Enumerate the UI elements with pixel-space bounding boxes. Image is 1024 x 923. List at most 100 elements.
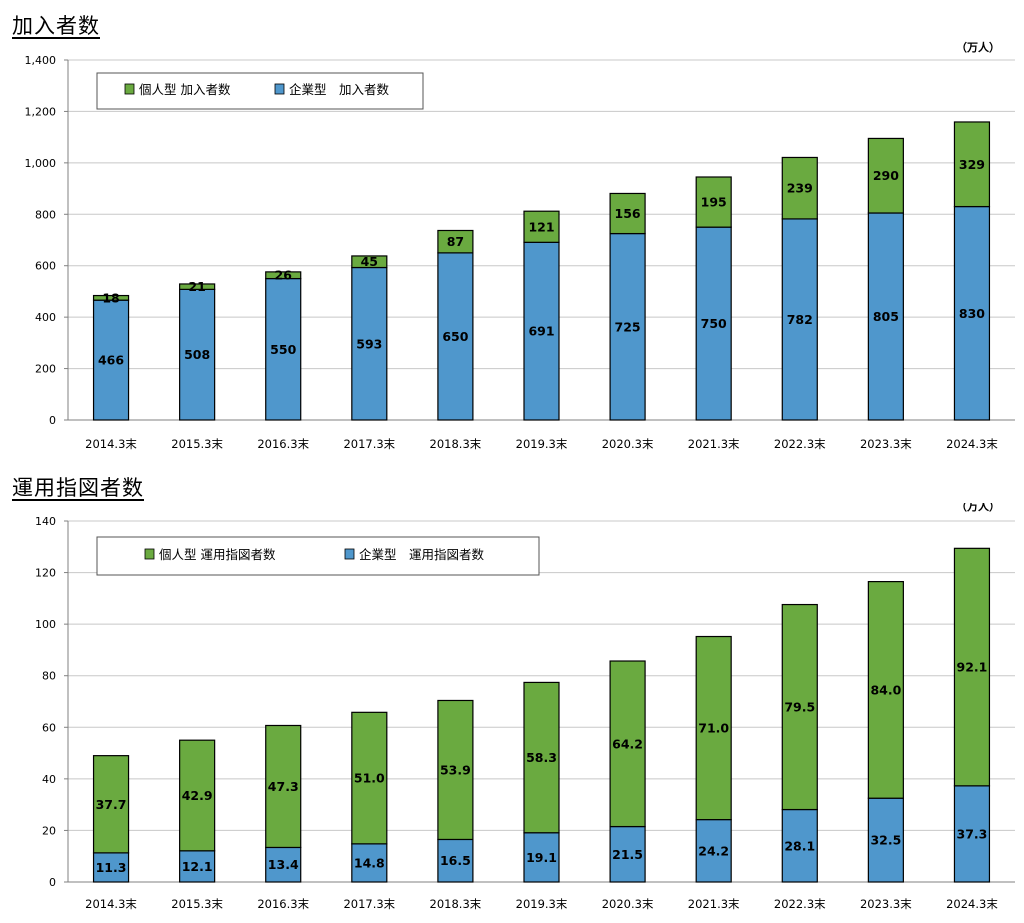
legend-label-corporate: 企業型 運用指図者数 [359,547,485,562]
bar-corporate [609,232,646,421]
unit-label: （万人） [956,503,1000,513]
data-label-corporate: 24.2 [698,843,729,858]
bar-individual [351,255,388,269]
y-tick-label: 100 [35,618,56,631]
data-label-corporate: 650 [442,329,468,344]
legend-swatch-corporate [344,548,355,560]
bar-corporate [179,850,216,883]
instructors-stacked-bar-chart: 0 20 40 60 80 100 120 140 （万人） 11.3 37.7 2014.3末 12.… [35,503,1015,911]
x-tick-label: 2023.3末 [860,437,912,451]
data-label-individual: 239 [787,181,813,196]
bar-corporate [351,843,388,883]
bar-corporate [867,797,904,883]
data-label-individual: 58.3 [526,750,557,765]
data-label-corporate: 37.3 [957,826,988,841]
legend-box [96,72,424,110]
y-tick-label: 60 [42,721,56,734]
x-tick-label: 2024.3末 [946,437,998,451]
bar-individual [953,121,991,208]
data-label-individual: 329 [959,157,985,172]
x-tick-label: 2023.3末 [860,897,912,911]
y-tick-label: 120 [35,567,56,580]
data-label-individual: 64.2 [612,736,643,751]
y-tick-label: 200 [35,363,56,376]
data-label-corporate: 28.1 [784,838,815,853]
data-label-corporate: 16.5 [440,853,471,868]
x-tick-label: 2021.3末 [688,437,740,451]
data-label-corporate: 593 [356,336,382,351]
bar-corporate [92,852,130,883]
x-tick-label: 2022.3末 [774,437,826,451]
x-tick-label: 2018.3末 [430,897,482,911]
x-tick-label: 2017.3末 [343,897,395,911]
legend-box [96,536,540,576]
unit-label: （万人） [956,40,1000,54]
data-label-individual: 84.0 [870,682,901,697]
data-label-individual: 92.1 [957,660,988,675]
data-label-individual: 87 [447,234,464,249]
data-label-individual: 290 [873,168,899,183]
x-tick-label: 2016.3末 [257,437,309,451]
bar-individual [265,271,302,280]
data-label-individual: 37.7 [96,797,127,812]
bar-corporate [265,846,302,883]
x-tick-label: 2019.3末 [516,897,568,911]
data-label-corporate: 13.4 [268,857,299,872]
x-tick-label: 2015.3末 [171,437,223,451]
data-label-individual: 79.5 [784,700,815,715]
data-label-individual: 53.9 [440,762,471,777]
bar-corporate [437,838,474,883]
data-label-corporate: 750 [701,316,727,331]
data-label-corporate: 11.3 [96,860,127,875]
data-label-corporate: 14.8 [354,855,385,870]
x-tick-label: 2015.3末 [171,897,223,911]
data-label-individual: 45 [361,254,378,269]
y-tick-label: 1,000 [25,157,57,170]
bar-individual [437,699,474,841]
bar-individual [695,176,732,228]
x-tick-label: 2020.3末 [602,437,654,451]
bar-individual [437,229,474,254]
data-label-individual: 21 [188,279,205,294]
bar-individual [781,156,818,220]
bar-individual [781,603,818,811]
bar-individual [92,294,130,301]
bar-corporate [953,205,991,421]
x-tick-label: 2024.3末 [946,897,998,911]
data-label-individual: 18 [102,290,119,305]
data-label-corporate: 12.1 [182,859,213,874]
x-tick-label: 2014.3末 [85,437,137,451]
bar-corporate [179,288,216,421]
legend-label-individual: 個人型 加入者数 [139,82,231,97]
bar-individual [92,755,130,854]
data-label-individual: 42.9 [182,788,213,803]
bar-individual [179,283,216,290]
y-tick-label: 20 [42,824,56,837]
subscribers-stacked-bar-chart: 0 200 400 600 800 1,000 1,200 1,400 （万人） 466 18 201… [25,40,1015,451]
legend-swatch-corporate [274,83,285,95]
bar-corporate [867,212,904,421]
bar-corporate [695,226,732,421]
data-label-individual: 121 [528,219,554,234]
y-tick-label: 400 [35,311,56,324]
bar-corporate [695,818,732,883]
x-tick-label: 2016.3末 [257,897,309,911]
y-tick-label: 600 [35,260,56,273]
x-tick-label: 2017.3末 [343,437,395,451]
data-label-individual: 51.0 [354,771,385,786]
y-tick-label: 0 [49,414,56,427]
data-label-corporate: 19.1 [526,850,557,865]
bar-corporate [92,299,130,421]
bar-individual [523,681,560,834]
legend-swatch-individual [124,83,135,95]
data-label-corporate: 32.5 [870,833,901,848]
bar-individual [867,137,904,214]
bar-corporate [953,785,991,883]
y-tick-label: 0 [49,876,56,889]
data-label-corporate: 830 [959,306,985,321]
bar-individual [953,547,991,787]
data-label-corporate: 21.5 [612,847,643,862]
bar-individual [265,724,302,849]
data-label-individual: 195 [701,195,727,210]
data-label-corporate: 466 [98,353,124,368]
